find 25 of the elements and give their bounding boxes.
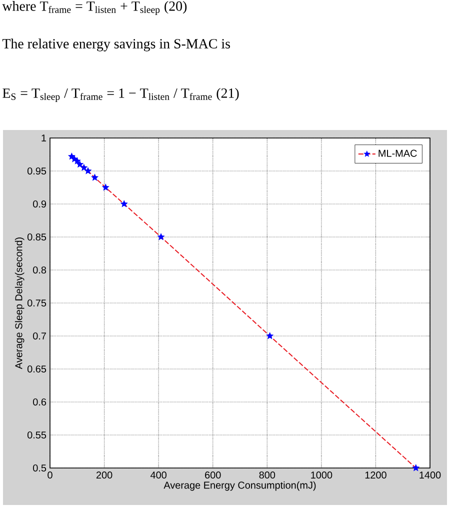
text: The relative energy savings in S-MAC is — [2, 38, 230, 52]
x-tick-label: 1400 — [420, 472, 441, 479]
y-tick-label: 0.95 — [27, 167, 46, 175]
x-axis-title: Average Energy Consumption(mJ) — [164, 481, 316, 491]
text: E$_{S}$ = T$_{sleep}$ / T$_{frame}$ = 1 − T$_{listen}$ / T$_{frame}$ (21) — [2, 88, 239, 102]
y-tick-label: 1 — [42, 134, 46, 142]
y-tick-label: 0.65 — [27, 365, 46, 373]
y-tick-label: 0.8 — [33, 266, 46, 274]
x-tick-label: 200 — [96, 472, 112, 479]
y-tick-label: 0.75 — [27, 299, 46, 307]
text: where T$_{frame}$ = T$_{listen}$ + T$_{sleep}$ (20) — [2, 1, 187, 15]
y-tick-label: 0.6 — [33, 398, 46, 406]
y-tick-label: 0.7 — [33, 332, 46, 340]
y-axis-title: Average Sleep Delay(second) — [14, 238, 24, 370]
x-tick-label: 1000 — [311, 472, 332, 479]
x-tick-label: 0 — [48, 472, 52, 479]
y-tick-label: 0.55 — [27, 431, 46, 439]
x-tick-label: 600 — [205, 472, 221, 479]
y-tick-label: 0.5 — [33, 464, 46, 472]
x-tick-label: 1200 — [365, 472, 386, 479]
y-tick-label: 0.9 — [33, 200, 46, 208]
x-tick-label: 800 — [259, 472, 276, 479]
x-tick-label: 400 — [150, 472, 166, 479]
y-tick-label: 0.85 — [27, 233, 46, 241]
legend-label: ML-MAC — [378, 150, 417, 157]
